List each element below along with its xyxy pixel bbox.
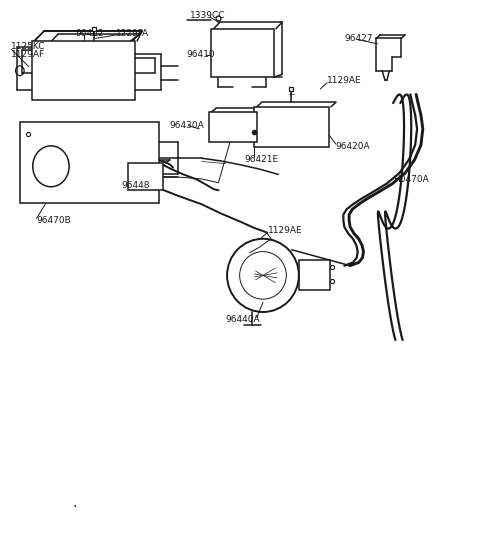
Text: 96420A: 96420A [336,141,371,151]
Text: 1129AF: 1129AF [11,50,45,59]
Text: 96427: 96427 [344,34,373,43]
Text: 1339CC: 1339CC [190,11,226,21]
Bar [254,107,328,147]
Bar [20,122,158,202]
Text: 96462: 96462 [75,29,103,37]
Bar [128,164,163,190]
Bar [299,260,330,291]
Text: .: . [72,496,77,510]
Bar [209,112,257,143]
Text: 1229FA: 1229FA [116,29,149,37]
Text: 96421E: 96421E [245,154,279,164]
Text: 96448: 96448 [121,181,150,190]
Text: 1129AE: 1129AE [327,76,362,85]
Text: 96430A: 96430A [169,121,204,130]
Text: 1125KC: 1125KC [11,42,46,51]
Text: 1129AE: 1129AE [268,226,302,235]
Text: H0470A: H0470A [393,175,429,184]
Bar [211,29,274,77]
Bar [32,41,135,100]
Text: 96470B: 96470B [36,216,72,225]
Text: 96410: 96410 [186,50,215,59]
Text: 96440A: 96440A [225,315,260,324]
